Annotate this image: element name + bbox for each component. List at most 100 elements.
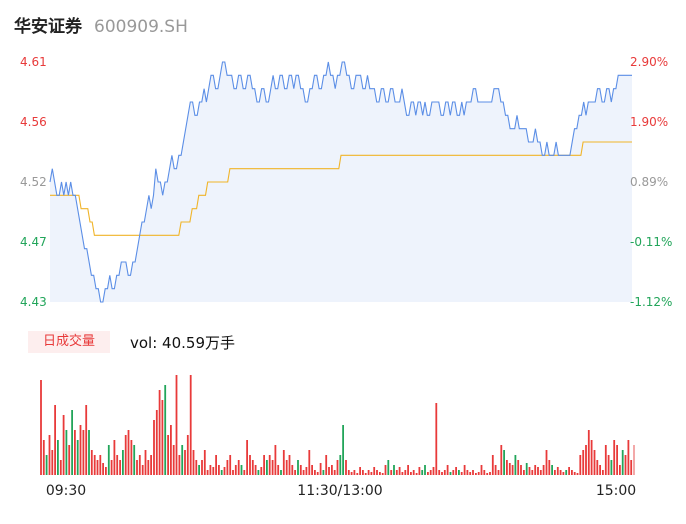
volume-bar bbox=[280, 470, 282, 475]
volume-bar bbox=[192, 450, 195, 475]
volume-bar bbox=[624, 455, 627, 475]
volume-bar bbox=[291, 465, 294, 475]
volume-bar bbox=[57, 440, 59, 475]
volume-bar bbox=[407, 465, 409, 475]
volume-bar bbox=[599, 465, 601, 475]
volume-bar bbox=[322, 470, 325, 475]
volume-bar bbox=[223, 467, 226, 475]
volume-bar bbox=[511, 465, 514, 475]
volume-bar bbox=[418, 467, 421, 475]
volume-bar bbox=[82, 430, 85, 475]
volume-bar bbox=[593, 450, 596, 475]
volume-bar bbox=[153, 420, 155, 475]
volume-bar bbox=[127, 430, 130, 475]
volume-bar bbox=[568, 467, 570, 475]
volume-bar bbox=[184, 450, 186, 475]
volume-bar bbox=[54, 405, 56, 475]
volume-bar bbox=[79, 425, 82, 475]
volume-bar bbox=[452, 470, 455, 475]
volume-bar bbox=[537, 467, 539, 475]
volume-bar bbox=[585, 445, 587, 475]
volume-bar bbox=[554, 470, 556, 475]
volume-bar bbox=[381, 473, 384, 475]
volume-bar bbox=[189, 375, 192, 475]
volume-bar bbox=[531, 470, 534, 475]
volume-bar bbox=[542, 465, 545, 475]
volume-bar bbox=[133, 445, 136, 475]
volume-bar bbox=[350, 472, 353, 475]
volume-bar bbox=[336, 460, 339, 475]
volume-bar bbox=[170, 425, 172, 475]
volume-bar bbox=[463, 465, 466, 475]
volume-bar bbox=[390, 470, 393, 475]
volume-bar bbox=[486, 473, 489, 475]
volume-bar bbox=[88, 430, 90, 475]
volume-bar bbox=[475, 473, 477, 475]
volume-bar bbox=[119, 460, 121, 475]
volume-bar bbox=[167, 435, 169, 475]
volume-badge[interactable]: 日成交量 bbox=[28, 331, 110, 353]
volume-bar bbox=[333, 470, 336, 475]
volume-bar bbox=[74, 430, 76, 475]
volume-bar bbox=[316, 472, 319, 475]
volume-bar bbox=[384, 465, 387, 475]
volume-bar bbox=[85, 405, 88, 475]
volume-bar bbox=[68, 445, 71, 475]
volume-bar bbox=[158, 390, 161, 475]
volume-bar bbox=[229, 455, 232, 475]
volume-bar bbox=[497, 470, 500, 475]
volume-bar bbox=[523, 470, 525, 475]
volume-bar bbox=[506, 460, 508, 475]
volume-bar bbox=[40, 380, 42, 475]
y-tick-right: -1.12% bbox=[630, 295, 672, 309]
volume-bar bbox=[226, 460, 229, 475]
volume-bar bbox=[525, 463, 528, 475]
volume-bar bbox=[260, 467, 263, 475]
y-tick-right: 2.90% bbox=[630, 55, 668, 69]
volume-bar bbox=[136, 460, 138, 475]
axis-labels: 4.61 4.56 4.52 4.47 4.43 2.90% 1.90% 0.89% -0.11… bbox=[20, 55, 672, 499]
volume-bar bbox=[528, 467, 531, 475]
volume-bar bbox=[449, 472, 452, 475]
volume-bar bbox=[268, 455, 271, 475]
volume-readout: vol: 40.59万手 bbox=[130, 334, 235, 352]
volume-bar bbox=[113, 440, 116, 475]
volume-bar bbox=[288, 455, 291, 475]
price-panel bbox=[49, 61, 632, 303]
volume-bar bbox=[201, 460, 203, 475]
volume-bar bbox=[401, 472, 404, 475]
volume-bar bbox=[249, 455, 251, 475]
volume-bar bbox=[534, 465, 537, 475]
volume-bar bbox=[424, 465, 426, 475]
volume-bar bbox=[263, 455, 265, 475]
volume-bar bbox=[48, 435, 51, 475]
volume-bar bbox=[246, 440, 248, 475]
volume-bar bbox=[285, 460, 288, 475]
volume-bar bbox=[421, 470, 424, 475]
volume-bar bbox=[110, 460, 113, 475]
volume-bar bbox=[604, 445, 607, 475]
y-tick-left: 4.47 bbox=[20, 235, 47, 249]
volume-bar bbox=[551, 465, 553, 475]
volume-bar bbox=[71, 410, 73, 475]
volume-bar bbox=[379, 472, 381, 475]
volume-bar bbox=[370, 472, 373, 475]
volume-bar bbox=[545, 450, 548, 475]
x-tick: 11:30/13:00 bbox=[297, 483, 382, 499]
volume-bar bbox=[59, 460, 62, 475]
volume-bar bbox=[630, 460, 633, 475]
volume-bar bbox=[257, 470, 260, 475]
volume-bar bbox=[96, 460, 99, 475]
volume-bar bbox=[393, 465, 395, 475]
volume-bar bbox=[621, 450, 624, 475]
volume-bar bbox=[116, 455, 119, 475]
volume-bar bbox=[410, 472, 412, 475]
volume-bar bbox=[483, 470, 486, 475]
volume-panel bbox=[40, 375, 635, 475]
volume-bar bbox=[274, 445, 277, 475]
volume-bar bbox=[277, 465, 280, 475]
volume-bar bbox=[616, 445, 618, 475]
volume-bar bbox=[491, 455, 494, 475]
volume-bar bbox=[155, 410, 158, 475]
